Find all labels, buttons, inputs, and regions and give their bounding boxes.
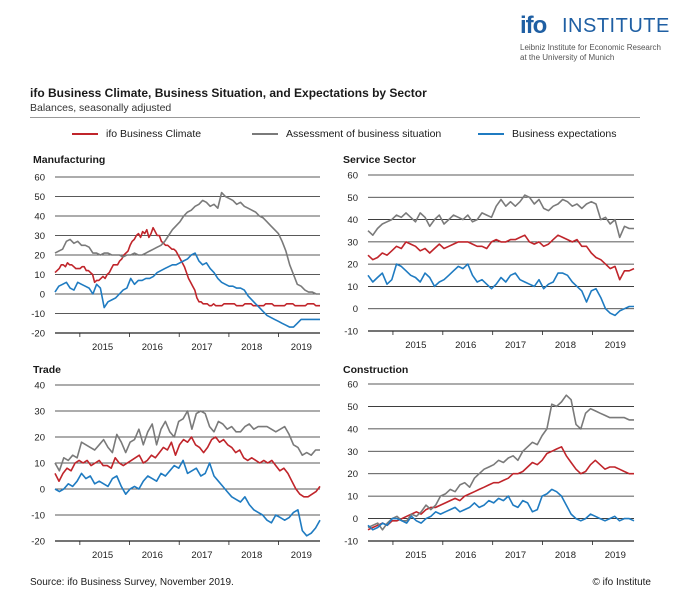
source-note: Source: ifo Business Survey, November 20…	[30, 577, 234, 588]
manufacturing-ytick-20: 20	[34, 251, 45, 262]
service-sector-series-ifo-business-climate	[367, 234, 635, 281]
trade-ytick-10: 10	[34, 459, 45, 470]
trade-ytick--10: -10	[31, 511, 45, 522]
manufacturing-xtick-2015: 2015	[92, 342, 113, 353]
trade-series-assessment-of-business-situation	[54, 410, 320, 472]
legend-label-expectations: Business expectations	[512, 128, 617, 140]
construction-ytick--10: -10	[344, 537, 358, 548]
construction-xtick-2016: 2016	[455, 550, 476, 561]
service-sector-xtick-2018: 2018	[555, 340, 576, 351]
manufacturing-ytick--10: -10	[31, 309, 45, 320]
manufacturing-ytick-60: 60	[34, 173, 45, 184]
manufacturing-series-business-expectations	[54, 252, 320, 328]
logo-mark: ifo	[520, 12, 547, 39]
legend-item-situation: Assessment of business situation	[252, 128, 441, 140]
legend-swatch-expectations	[478, 133, 504, 135]
construction-ytick-50: 50	[347, 402, 358, 413]
construction-title: Construction	[343, 364, 408, 376]
page-title: ifo Business Climate, Business Situation…	[30, 86, 427, 100]
manufacturing-ytick-50: 50	[34, 192, 45, 203]
manufacturing-title: Manufacturing	[33, 154, 105, 166]
service-sector-ytick-60: 60	[347, 171, 358, 182]
construction-series-assessment-of-business-situation	[367, 394, 634, 531]
manufacturing-xtick-2018: 2018	[241, 342, 262, 353]
service-sector-ytick-0: 0	[353, 304, 358, 315]
legend-label-situation: Assessment of business situation	[286, 128, 442, 140]
construction-xtick-2015: 2015	[405, 550, 426, 561]
construction-ytick-10: 10	[347, 492, 358, 503]
service-sector-ytick--10: -10	[344, 327, 358, 338]
trade-xtick-2017: 2017	[191, 550, 212, 561]
manufacturing-ytick-30: 30	[34, 231, 45, 242]
manufacturing-xtick-2019: 2019	[291, 342, 312, 353]
legend-label-climate: ifo Business Climate	[106, 128, 202, 140]
copyright-note: © ifo Institute	[592, 577, 651, 588]
trade-xtick-2019: 2019	[291, 550, 312, 561]
service-sector-ytick-20: 20	[347, 260, 358, 271]
construction-ytick-20: 20	[347, 469, 358, 480]
legend-item-climate: ifo Business Climate	[72, 128, 201, 140]
legend: ifo Business Climate Assessment of busin…	[30, 128, 650, 142]
service-sector-ytick-40: 40	[347, 215, 358, 226]
construction-xtick-2018: 2018	[555, 550, 576, 561]
construction-xtick-2019: 2019	[605, 550, 626, 561]
trade-ytick-30: 30	[34, 407, 45, 418]
trade-ytick-20: 20	[34, 433, 45, 444]
logo-subtitle-line-1: Leibniz Institute for Economic Research	[520, 43, 661, 52]
manufacturing-series-assessment-of-business-situation	[54, 191, 320, 295]
service-sector-series-business-expectations	[367, 263, 634, 317]
legend-item-expectations: Business expectations	[478, 128, 616, 140]
construction-xtick-2017: 2017	[505, 550, 526, 561]
manufacturing-ytick-0: 0	[40, 290, 45, 301]
service-sector-ytick-30: 30	[347, 237, 358, 248]
logo-subtitle: Leibniz Institute for Economic Research …	[520, 43, 670, 63]
trade-series-ifo-business-climate	[54, 436, 321, 498]
trade-title: Trade	[33, 364, 61, 376]
trade-ytick--20: -20	[31, 537, 45, 548]
construction-series-business-expectations	[367, 488, 635, 531]
construction-ytick-60: 60	[347, 380, 358, 391]
legend-swatch-climate	[72, 133, 98, 135]
trade-ytick-40: 40	[34, 381, 45, 392]
service-sector-xtick-2017: 2017	[505, 340, 526, 351]
divider	[30, 117, 640, 118]
service-sector-title: Service Sector	[343, 154, 416, 166]
construction-series-ifo-business-climate	[367, 445, 634, 531]
page-subtitle: Balances, seasonally adjusted	[30, 102, 172, 114]
service-sector-ytick-50: 50	[347, 193, 358, 204]
service-sector-xtick-2015: 2015	[405, 340, 426, 351]
manufacturing-xtick-2017: 2017	[191, 342, 212, 353]
service-sector-xtick-2019: 2019	[605, 340, 626, 351]
trade-ytick-0: 0	[40, 485, 45, 496]
legend-swatch-situation	[252, 133, 278, 135]
manufacturing-xtick-2016: 2016	[142, 342, 163, 353]
construction-ytick-30: 30	[347, 447, 358, 458]
construction-ytick-40: 40	[347, 424, 358, 435]
construction-ytick-0: 0	[353, 514, 358, 525]
trade-xtick-2018: 2018	[241, 550, 262, 561]
service-sector-series-assessment-of-business-situation	[367, 194, 634, 239]
trade-series-business-expectations	[54, 459, 321, 537]
manufacturing-ytick-10: 10	[34, 270, 45, 281]
trade-xtick-2015: 2015	[92, 550, 113, 561]
service-sector-xtick-2016: 2016	[455, 340, 476, 351]
trade-xtick-2016: 2016	[142, 550, 163, 561]
manufacturing-series-ifo-business-climate	[54, 226, 320, 307]
logo-subtitle-line-2: at the University of Munich	[520, 53, 615, 62]
manufacturing-ytick-40: 40	[34, 212, 45, 223]
ifo-logo: ifo INSTITUTE Leibniz Institute for Econ…	[520, 12, 669, 72]
manufacturing-ytick--20: -20	[31, 329, 45, 340]
logo-word: INSTITUTE	[562, 15, 670, 37]
service-sector-ytick-10: 10	[347, 282, 358, 293]
